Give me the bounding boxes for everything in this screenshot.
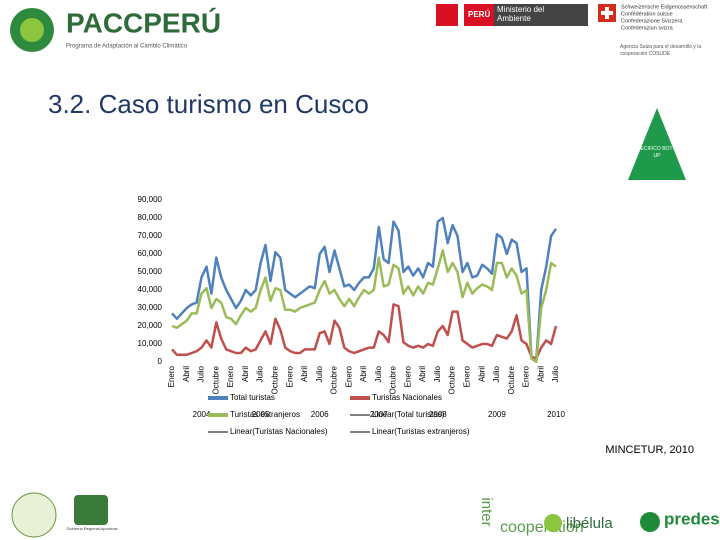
- year-label: 2005: [252, 410, 270, 419]
- apurimac: Gobierno Regional Apurímac: [66, 526, 118, 531]
- ministry-box: [494, 4, 588, 26]
- badge: ESPECIFICO BOTTOM UP: [630, 146, 684, 159]
- x-tick-label: Enero: [226, 365, 235, 387]
- y-tick-label: 90,000: [138, 195, 163, 204]
- y-tick-label: 40,000: [138, 285, 163, 294]
- y-tick-label: 10,000: [138, 339, 163, 348]
- x-tick-label: Julio: [197, 365, 206, 382]
- slide-title: 3.2. Caso turismo en Cusco: [48, 89, 369, 119]
- year-label: 2009: [488, 410, 506, 419]
- legend-label: Turistas extranjeros: [230, 410, 300, 419]
- apurimac-wrap: Gobierno Regional Apurímac: [66, 526, 118, 531]
- y-tick-label: 70,000: [138, 231, 163, 240]
- legend-label: Linear(Turistas extranjeros): [372, 427, 470, 436]
- ministry-label: Ministerio del Ambiente: [497, 5, 545, 23]
- libelula-mark: [544, 514, 562, 532]
- x-tick-label: Enero: [167, 365, 176, 387]
- inter: inter: [478, 497, 495, 526]
- x-tick-label: Enero: [285, 365, 294, 387]
- libelula: libélula: [566, 515, 613, 532]
- x-tick-label: Abril: [536, 366, 545, 382]
- x-tick-label: Julio: [256, 365, 265, 382]
- predes-mark: [640, 512, 660, 532]
- x-tick-label: Julio: [374, 365, 383, 382]
- legend-label: Total turistas: [230, 393, 275, 402]
- source: MINCETUR, 2010: [605, 444, 694, 456]
- chart: 0 10,000 20,000 30,000 40,000 50,000 60,000 70,…: [138, 195, 566, 436]
- x-tick-label: Julio: [315, 365, 324, 382]
- badge-triangle: [628, 108, 686, 180]
- ministry-wrap: Ministerio del Ambiente: [497, 5, 545, 23]
- apurimac-shield: [74, 495, 108, 525]
- pacc-subtitle: Programa de Adaptación al Cambio Climáti…: [66, 44, 188, 50]
- peru-shield: [436, 4, 458, 26]
- pacc-logo: PACCPERÚ: [66, 7, 221, 38]
- x-tick-label: Julio: [492, 365, 501, 382]
- x-tick-label: Abril: [300, 366, 309, 382]
- legend-label: Linear(Turistas Nacionales): [230, 427, 328, 436]
- cosude-wrap: Agencia Suiza para el desarrollo y la co…: [620, 44, 702, 57]
- legend-label: Turistas Nacionales: [372, 393, 442, 402]
- x-tick-label: Abril: [182, 366, 191, 382]
- y-tick-label: 80,000: [138, 213, 163, 222]
- x-tick-label: Octubre: [330, 365, 339, 394]
- x-tick-label: Octubre: [389, 365, 398, 394]
- cosude: Agencia Suiza para el desarrollo y la co…: [620, 44, 702, 57]
- year-label: 2008: [429, 410, 447, 419]
- x-tick-label: Enero: [403, 365, 412, 387]
- pacc-emblem-inner: [20, 18, 44, 42]
- swiss-text: Confederazione Svizzera: [621, 18, 683, 24]
- series-line: [171, 216, 558, 362]
- legend-label: Linear(Total turistas): [372, 410, 445, 419]
- year-label: 2007: [370, 410, 388, 419]
- year-label: 2010: [547, 410, 565, 419]
- peru-box: [464, 4, 494, 26]
- cooperation: cooperation: [500, 519, 584, 536]
- predes: predes: [664, 509, 720, 528]
- peru-label: PERÚ: [468, 10, 490, 19]
- x-tick-label: Julio: [433, 365, 442, 382]
- y-tick-label: 0: [158, 357, 163, 366]
- x-tick-label: Octubre: [507, 365, 516, 394]
- year-label: 2006: [311, 410, 329, 419]
- x-tick-label: Octubre: [270, 365, 279, 394]
- swiss-cross-h: [601, 11, 613, 15]
- badge-wrap: ESPECIFICO BOTTOM UP: [630, 146, 684, 159]
- year-label: 2004: [193, 410, 211, 419]
- x-tick-label: Abril: [477, 366, 486, 382]
- swiss-text: Confederaziun svizra: [621, 25, 674, 31]
- x-tick-label: Octubre: [448, 365, 457, 394]
- x-tick-label: Abril: [359, 366, 368, 382]
- y-tick-label: 60,000: [138, 249, 163, 258]
- swiss-text: Confédération suisse: [621, 11, 673, 17]
- y-tick-label: 20,000: [138, 321, 163, 330]
- x-tick-label: Abril: [418, 366, 427, 382]
- x-tick-label: Enero: [344, 365, 353, 387]
- series-line: [171, 249, 557, 364]
- x-tick-label: Abril: [241, 366, 250, 382]
- y-tick-label: 30,000: [138, 303, 163, 312]
- x-tick-label: Julio: [551, 365, 560, 382]
- y-tick-label: 50,000: [138, 267, 163, 276]
- x-tick-label: Enero: [462, 365, 471, 387]
- series-line: [171, 303, 558, 360]
- swiss-text: Schweizerische Eidgenossenschaft: [621, 4, 708, 10]
- x-tick-label: Enero: [522, 365, 531, 387]
- x-tick-label: Octubre: [211, 365, 220, 394]
- logo-circle: [11, 492, 57, 538]
